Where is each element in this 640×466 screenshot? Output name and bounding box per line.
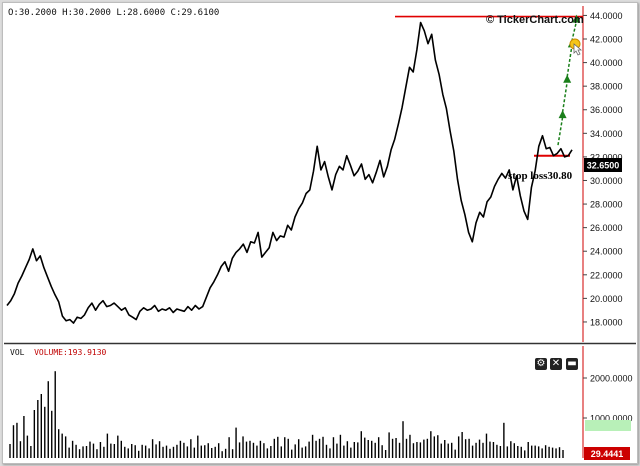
minimize-icon[interactable]: ▬ <box>566 358 578 370</box>
projection-arrowhead <box>558 110 567 119</box>
price-tick-label: 20.0000 <box>590 294 623 304</box>
price-tick-label: 38.0000 <box>590 82 623 92</box>
volume-ticks: 2000.0000 1000.0000 <box>583 374 633 424</box>
projection-segment <box>557 116 564 146</box>
current-price-badge <box>584 158 622 172</box>
projection-arrows <box>557 14 581 146</box>
volume-title: VOL <box>10 348 25 357</box>
price-tick-label: 42.0000 <box>590 35 623 45</box>
projection-segment <box>561 81 568 113</box>
volume-marker <box>585 420 631 431</box>
volume-bars <box>9 371 564 458</box>
price-tick-label: 18.0000 <box>590 317 623 327</box>
price-tick-label: 26.0000 <box>590 223 623 233</box>
price-tick-label: 40.0000 <box>590 58 623 68</box>
current-price-label: 32.6500 <box>587 161 620 171</box>
price-tick-label: 28.0000 <box>590 200 623 210</box>
volume-value-badge <box>584 447 630 460</box>
volume-legend: VOL VOLUME:193.9130 <box>10 348 106 357</box>
volume-tick-label: 1000.0000 <box>590 414 633 424</box>
price-tick-label: 32.0000 <box>590 152 623 162</box>
projection-segment <box>571 21 578 42</box>
brand-watermark: © TickerChart.com <box>486 14 584 26</box>
pointer-icon <box>569 38 583 56</box>
price-tick-label: 34.0000 <box>590 129 623 139</box>
volume-value-label: 29.4441 <box>591 449 624 459</box>
stop-loss-annotation: stop loss30.80 <box>508 170 573 182</box>
price-ticks: 44.0000 42.0000 40.0000 38.0000 36.0000 34.00… <box>583 11 623 327</box>
projection-arrowhead <box>563 74 572 83</box>
projection-arrowhead <box>572 14 581 23</box>
price-tick-label: 22.0000 <box>590 270 623 280</box>
volume-value: VOLUME:193.9130 <box>34 348 107 357</box>
ohlc-readout: O:30.2000 H:30.2000 L:28.6000 C:29.6100 <box>8 8 220 18</box>
price-line <box>6 21 573 324</box>
volume-tick-label: 2000.0000 <box>590 374 633 384</box>
gear-icon[interactable]: ⚙ <box>535 358 547 370</box>
price-tick-label: 30.0000 <box>590 176 623 186</box>
price-tick-label: 36.0000 <box>590 105 623 115</box>
price-tick-label: 24.0000 <box>590 247 623 257</box>
projection-segment <box>566 46 573 77</box>
price-tick-label: 44.0000 <box>590 11 623 21</box>
close-icon[interactable]: ✕ <box>550 358 562 370</box>
